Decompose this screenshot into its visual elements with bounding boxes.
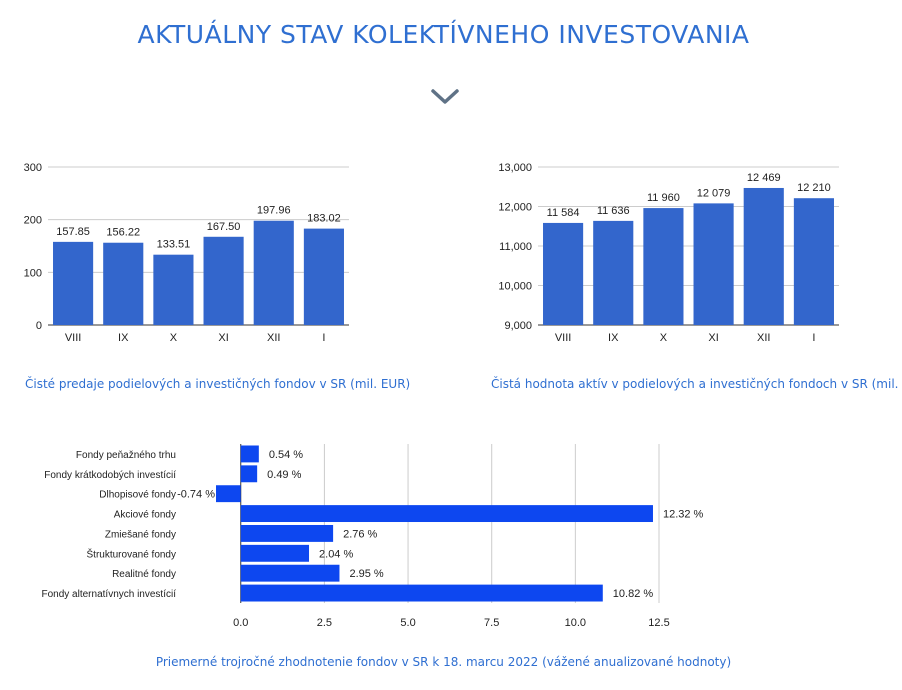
category-label: Dlhopisové fondy (99, 490, 176, 501)
y-tick-label: 100 (24, 267, 42, 279)
category-label: Fondy peňažného trhu (76, 450, 176, 461)
bar (543, 222, 584, 325)
data-label: 12 210 (797, 182, 831, 194)
page-title: AKTUÁLNY STAV KOLEKTÍVNEHO INVESTOVANIA (137, 20, 750, 49)
data-label: 12.32 % (663, 509, 704, 521)
x-tick-label: 0.0 (233, 617, 248, 629)
data-label: 2.76 % (343, 528, 377, 540)
y-tick-label: 12,000 (498, 202, 532, 214)
data-label: 12 469 (747, 172, 781, 184)
net-assets-caption: Čistá hodnota aktív v podielových a inve… (491, 377, 902, 391)
y-tick-label: 200 (24, 215, 42, 227)
x-tick-label: VIII (65, 332, 82, 344)
bar (240, 465, 258, 483)
bar (643, 208, 684, 325)
category-label: Fondy krátkodobých investícií (44, 470, 176, 481)
bar (793, 198, 834, 325)
bar (253, 220, 294, 325)
data-label: 10.82 % (613, 588, 654, 600)
category-label: Realitné fondy (112, 569, 176, 580)
net-sales-caption: Čisté predaje podielových a investičných… (25, 377, 411, 391)
y-tick-label: 11,000 (499, 241, 532, 253)
bar (103, 242, 144, 325)
data-label: 11 636 (597, 205, 630, 217)
bar (593, 220, 634, 325)
data-label: 157.85 (56, 226, 90, 238)
bar (240, 584, 603, 602)
x-tick-label: 5.0 (400, 617, 415, 629)
data-label: 183.02 (307, 213, 341, 225)
bar (53, 241, 94, 325)
data-label: 11 584 (547, 207, 580, 219)
data-label: 12 079 (697, 187, 731, 199)
data-label: 11 960 (647, 192, 680, 204)
x-tick-label: 2.5 (317, 617, 332, 629)
data-label: -0.74 % (177, 489, 215, 501)
category-label: Štrukturované fondy (87, 547, 177, 560)
bar (240, 445, 259, 463)
data-label: 133.51 (157, 239, 191, 251)
x-tick-label: XI (218, 332, 228, 344)
bar (240, 505, 653, 523)
data-label: 197.96 (257, 205, 291, 217)
y-tick-label: 13,000 (498, 162, 532, 174)
bar (153, 254, 194, 325)
y-tick-label: 0 (36, 320, 42, 332)
data-label: 167.50 (207, 221, 241, 233)
x-tick-label: XII (757, 332, 770, 344)
category-label: Akciové fondy (114, 510, 176, 521)
x-tick-label: XI (708, 332, 718, 344)
data-label: 2.95 % (349, 568, 383, 580)
category-label: Zmiešané fondy (105, 529, 176, 540)
x-tick-label: I (812, 332, 815, 344)
bar (743, 187, 784, 325)
x-tick-label: 12.5 (648, 617, 669, 629)
x-tick-label: 7.5 (484, 617, 499, 629)
bar (203, 236, 244, 325)
x-tick-label: X (170, 332, 178, 344)
bar (240, 564, 340, 582)
y-tick-label: 300 (24, 162, 42, 174)
x-tick-label: 10.0 (565, 617, 586, 629)
bar (693, 203, 734, 325)
y-tick-label: 9,000 (504, 320, 532, 332)
data-label: 2.04 % (319, 548, 353, 560)
data-label: 0.49 % (267, 469, 301, 481)
x-tick-label: IX (118, 332, 129, 344)
x-tick-label: IX (608, 332, 619, 344)
category-label: Fondy alternatívnych investícií (41, 589, 176, 600)
bar (303, 228, 344, 325)
bar (240, 544, 310, 562)
chevron-down-icon[interactable] (430, 88, 460, 106)
x-tick-label: XII (267, 332, 280, 344)
y-tick-label: 10,000 (498, 281, 532, 293)
data-label: 0.54 % (269, 449, 303, 461)
x-tick-label: X (660, 332, 668, 344)
x-tick-label: VIII (555, 332, 572, 344)
x-tick-label: I (322, 332, 325, 344)
bar (240, 524, 334, 542)
fund-returns-caption: Priemerné trojročné zhodnotenie fondov v… (155, 655, 732, 669)
bar (216, 485, 241, 503)
data-label: 156.22 (106, 227, 140, 239)
